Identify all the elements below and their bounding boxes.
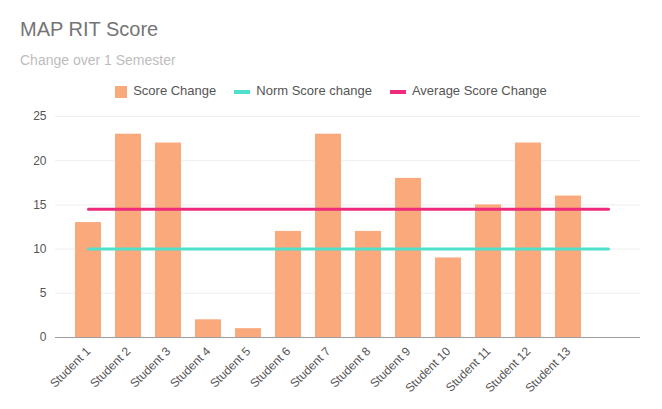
svg-text:25: 25	[33, 109, 47, 123]
svg-text:Student 1: Student 1	[47, 344, 93, 390]
svg-text:Student 2: Student 2	[87, 344, 133, 390]
svg-text:Student 12: Student 12	[482, 344, 534, 396]
html-text:Norm Score change: Norm Score change	[256, 83, 372, 99]
svg-text:Student 11: Student 11	[443, 344, 494, 395]
html-text:Score Change: Score Change	[133, 83, 217, 99]
svg-text:0: 0	[40, 330, 47, 344]
svg-text:20: 20	[33, 154, 47, 168]
svg-text:5: 5	[40, 286, 47, 300]
svg-text:Student 8: Student 8	[327, 344, 373, 390]
html-text:MAP RIT Score: MAP RIT Score	[20, 18, 159, 40]
svg-text:Student 13: Student 13	[522, 344, 573, 395]
html-text:Change over 1 Semester: Change over 1 Semester	[20, 52, 176, 68]
svg-text:Student 7: Student 7	[287, 344, 333, 390]
svg-text:Student 5: Student 5	[207, 344, 253, 390]
svg-text:Student 10: Student 10	[402, 344, 454, 396]
svg-text:Student 3: Student 3	[127, 344, 173, 390]
svg-text:15: 15	[33, 198, 47, 212]
svg-text:10: 10	[33, 242, 47, 256]
svg-text:Student 4: Student 4	[167, 344, 213, 390]
svg-text:Student 9: Student 9	[367, 344, 414, 391]
html-text:Average Score Change: Average Score Change	[411, 83, 547, 99]
svg-text:Student 6: Student 6	[247, 344, 293, 390]
